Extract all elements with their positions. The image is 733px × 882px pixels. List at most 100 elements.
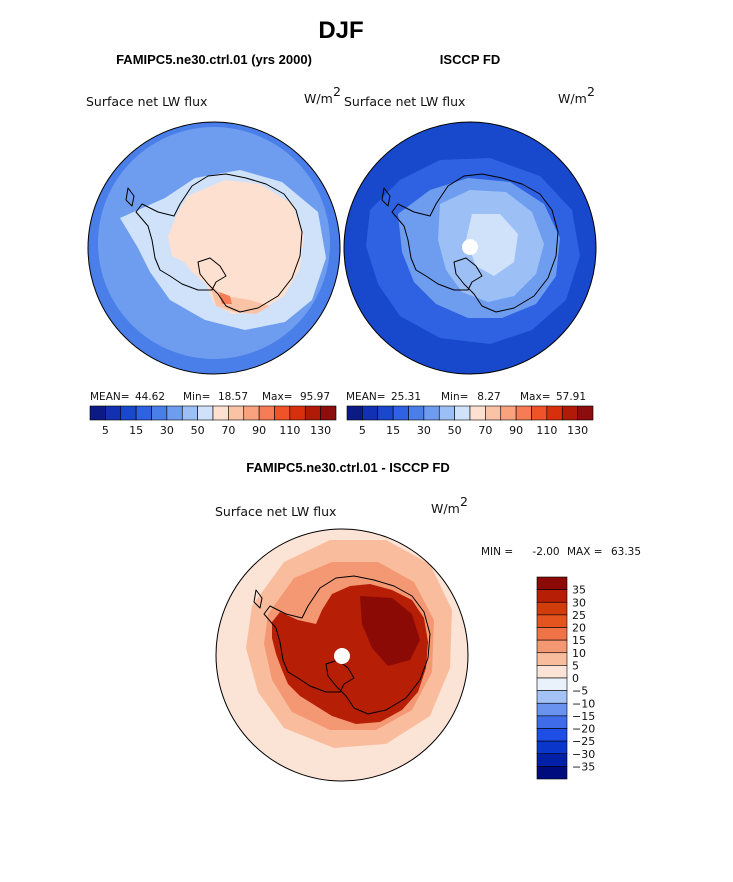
panel-obs-colorbar-tick-label: 110 [536, 424, 557, 437]
panel-model-mean-label: MEAN= [90, 391, 130, 403]
panel-obs-colorbar-swatch [577, 405, 594, 421]
panel-model-colorbar-tick-label: 70 [221, 424, 235, 437]
panel-diff-colorbar-tick-label: 0 [572, 672, 579, 685]
panel-obs-colorbar-tick-label: 30 [417, 424, 431, 437]
panel-model-colorbar-swatch [181, 405, 198, 421]
panel-diff-colorbar-tick-label: −10 [572, 697, 595, 710]
panel-obs-min: 8.27 [477, 391, 500, 403]
panel-diff-max: 63.35 [611, 546, 641, 558]
panel-diff-colorbar-swatch [536, 601, 568, 616]
panel-diff-unit-exp: 2 [460, 494, 468, 509]
contour-antarctic-plateau [466, 214, 518, 276]
panel-diff-map [216, 529, 468, 781]
panel-model-colorbar-swatch [105, 405, 122, 421]
panel-obs-colorbar-swatch [454, 405, 471, 421]
panel-model-max-label: Max= [262, 391, 293, 403]
antarctica-coastline [135, 173, 303, 313]
panel-diff-colorbar-swatch [536, 627, 568, 641]
panel-diff-colorbar-swatch [536, 614, 568, 628]
panel-obs-colorbar-swatch [377, 405, 394, 421]
panel-diff-unit: W/m 2 [431, 494, 468, 516]
panel-model-colorbar-tick-label: 15 [129, 424, 143, 437]
panel-model-colorbar-swatch [166, 405, 183, 421]
panel-diff-variable: Surface net LW flux [215, 504, 336, 519]
panel-model-colorbar-tick-label: 50 [191, 424, 205, 437]
panel-obs-colorbar-swatch [485, 405, 502, 421]
panel-obs-colorbar-swatch [438, 405, 455, 421]
panel-obs-title: ISCCP FD [440, 52, 500, 67]
panel-model-title: FAMIPC5.ne30.ctrl.01 (yrs 2000) [116, 52, 312, 67]
panel-diff-colorbar-swatch [536, 589, 568, 603]
panel-model-colorbar-swatch [197, 405, 214, 421]
panel-diff-colorbar-tick-label: −20 [572, 723, 595, 736]
panel-model-colorbar-swatch [320, 405, 337, 421]
panel-diff: FAMIPC5.ne30.ctrl.01 - ISCCP FD Surface … [215, 460, 641, 782]
panel-model-colorbar-swatch [258, 405, 275, 421]
panel-obs-unit-base: W/m [558, 91, 587, 106]
panel-model-colorbar-swatch [274, 405, 291, 421]
panel-diff-colorbar-tick-label: 25 [572, 609, 586, 622]
panel-model-colorbar-tick-label: 5 [102, 424, 109, 437]
panel-obs-mean: 25.31 [391, 391, 421, 403]
panel-model-colorbar-swatch [228, 405, 245, 421]
panel-diff-colorbar-tick-label: −25 [572, 735, 595, 748]
panel-diff-colorbar-swatch [536, 652, 568, 666]
panel-obs-mean-label: MEAN= [346, 391, 386, 403]
panel-model-colorbar-swatch [120, 405, 137, 421]
panel-obs-colorbar-tick-label: 15 [386, 424, 400, 437]
panel-model-colorbar-swatch [135, 405, 152, 421]
panel-obs-unit-exp: 2 [587, 84, 595, 99]
panel-diff-colorbar-swatch [536, 715, 568, 729]
panel-obs-colorbar-swatch [392, 405, 409, 421]
panel-model-colorbar-swatch [151, 405, 168, 421]
panel-model-max: 95.97 [300, 391, 330, 403]
panel-obs-colorbar-swatch [362, 405, 379, 421]
panel-diff-stats: MIN = -2.00 MAX = 63.35 [481, 546, 641, 558]
panel-model-min-label: Min= [183, 391, 210, 403]
panel-model-colorbar-tick-label: 130 [310, 424, 331, 437]
panel-diff-title: FAMIPC5.ne30.ctrl.01 - ISCCP FD [246, 460, 450, 475]
panel-diff-colorbar-swatch [536, 753, 568, 767]
panel-obs-colorbar-tick-label: 70 [478, 424, 492, 437]
panel-obs-stats: MEAN= 25.31 Min= 8.27 Max= 57.91 [346, 391, 586, 403]
panel-obs-colorbar-swatch [546, 405, 563, 421]
antarctica-coastline [391, 173, 559, 313]
panel-obs-colorbar-tick-label: 90 [509, 424, 523, 437]
season-title: DJF [318, 17, 363, 44]
panel-diff-colorbar-swatch [536, 766, 568, 780]
panel-diff-colorbar-tick-label: −5 [572, 685, 588, 698]
panel-obs-colorbar-swatch [531, 405, 548, 421]
panel-model-min: 18.57 [218, 391, 248, 403]
panel-model-mean: 44.62 [135, 391, 165, 403]
panel-obs-max: 57.91 [556, 391, 586, 403]
panel-diff-colorbar-swatch [536, 677, 568, 691]
panel-diff-colorbar-swatch [536, 639, 568, 654]
panel-diff-min-label: MIN = [481, 546, 513, 558]
contour-ice-shelf-margin [210, 286, 270, 314]
panel-diff-min: -2.00 [532, 546, 559, 558]
south-america-tip [125, 187, 135, 207]
panel-obs-colorbar-swatch [515, 405, 532, 421]
panel-model-colorbar-tick-label: 110 [279, 424, 300, 437]
panel-diff-colorbar-swatch [536, 728, 568, 742]
panel-diff-colorbar-swatch [536, 690, 568, 704]
panel-diff-colorbar-tick-label: −15 [572, 710, 595, 723]
panel-obs-colorbar-swatch [469, 405, 486, 421]
panel-obs-max-label: Max= [520, 391, 551, 403]
panel-diff-colorbar-swatch [536, 665, 568, 679]
panel-model-colorbar-swatch [304, 405, 321, 421]
panel-model-colorbar-swatch [289, 405, 306, 421]
pole-mask [462, 239, 478, 255]
panel-diff-colorbar-swatch [536, 740, 568, 755]
panel-obs-map-border [343, 121, 597, 375]
panel-model-map [88, 122, 340, 374]
panel-diff-colorbar-tick-label: 30 [572, 596, 586, 609]
panel-diff-colorbar-swatch [536, 702, 568, 717]
panel-model-colorbar-tick-label: 90 [252, 424, 266, 437]
panel-obs-colorbar-tick-label: 5 [359, 424, 366, 437]
contour-east-antarctica-max [360, 596, 420, 666]
panel-obs-colorbar-swatch [561, 405, 578, 421]
panel-obs-variable: Surface net LW flux [344, 94, 465, 109]
panel-diff-colorbar-tick-label: 5 [572, 659, 579, 672]
